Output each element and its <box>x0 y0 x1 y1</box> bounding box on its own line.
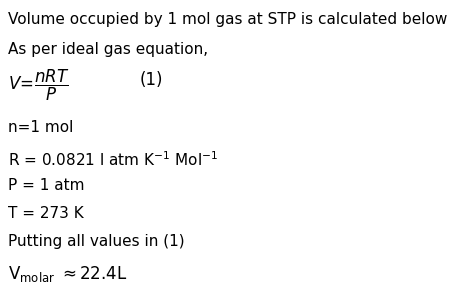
Text: $V\!=\!\dfrac{nRT}{P}$: $V\!=\!\dfrac{nRT}{P}$ <box>8 68 70 103</box>
Text: (1): (1) <box>140 71 164 89</box>
Text: n=1 mol: n=1 mol <box>8 120 73 135</box>
Text: R = 0.0821 l atm K$^{-1}$ Mol$^{-1}$: R = 0.0821 l atm K$^{-1}$ Mol$^{-1}$ <box>8 150 218 169</box>
Text: Volume occupied by 1 mol gas at STP is calculated below: Volume occupied by 1 mol gas at STP is c… <box>8 12 447 27</box>
Text: As per ideal gas equation,: As per ideal gas equation, <box>8 42 208 57</box>
Text: P = 1 atm: P = 1 atm <box>8 178 84 193</box>
Text: V$_{\mathregular{molar}}$ $\approx$22.4L: V$_{\mathregular{molar}}$ $\approx$22.4L <box>8 264 128 284</box>
Text: Putting all values in (1): Putting all values in (1) <box>8 234 185 249</box>
Text: T = 273 K: T = 273 K <box>8 206 84 221</box>
